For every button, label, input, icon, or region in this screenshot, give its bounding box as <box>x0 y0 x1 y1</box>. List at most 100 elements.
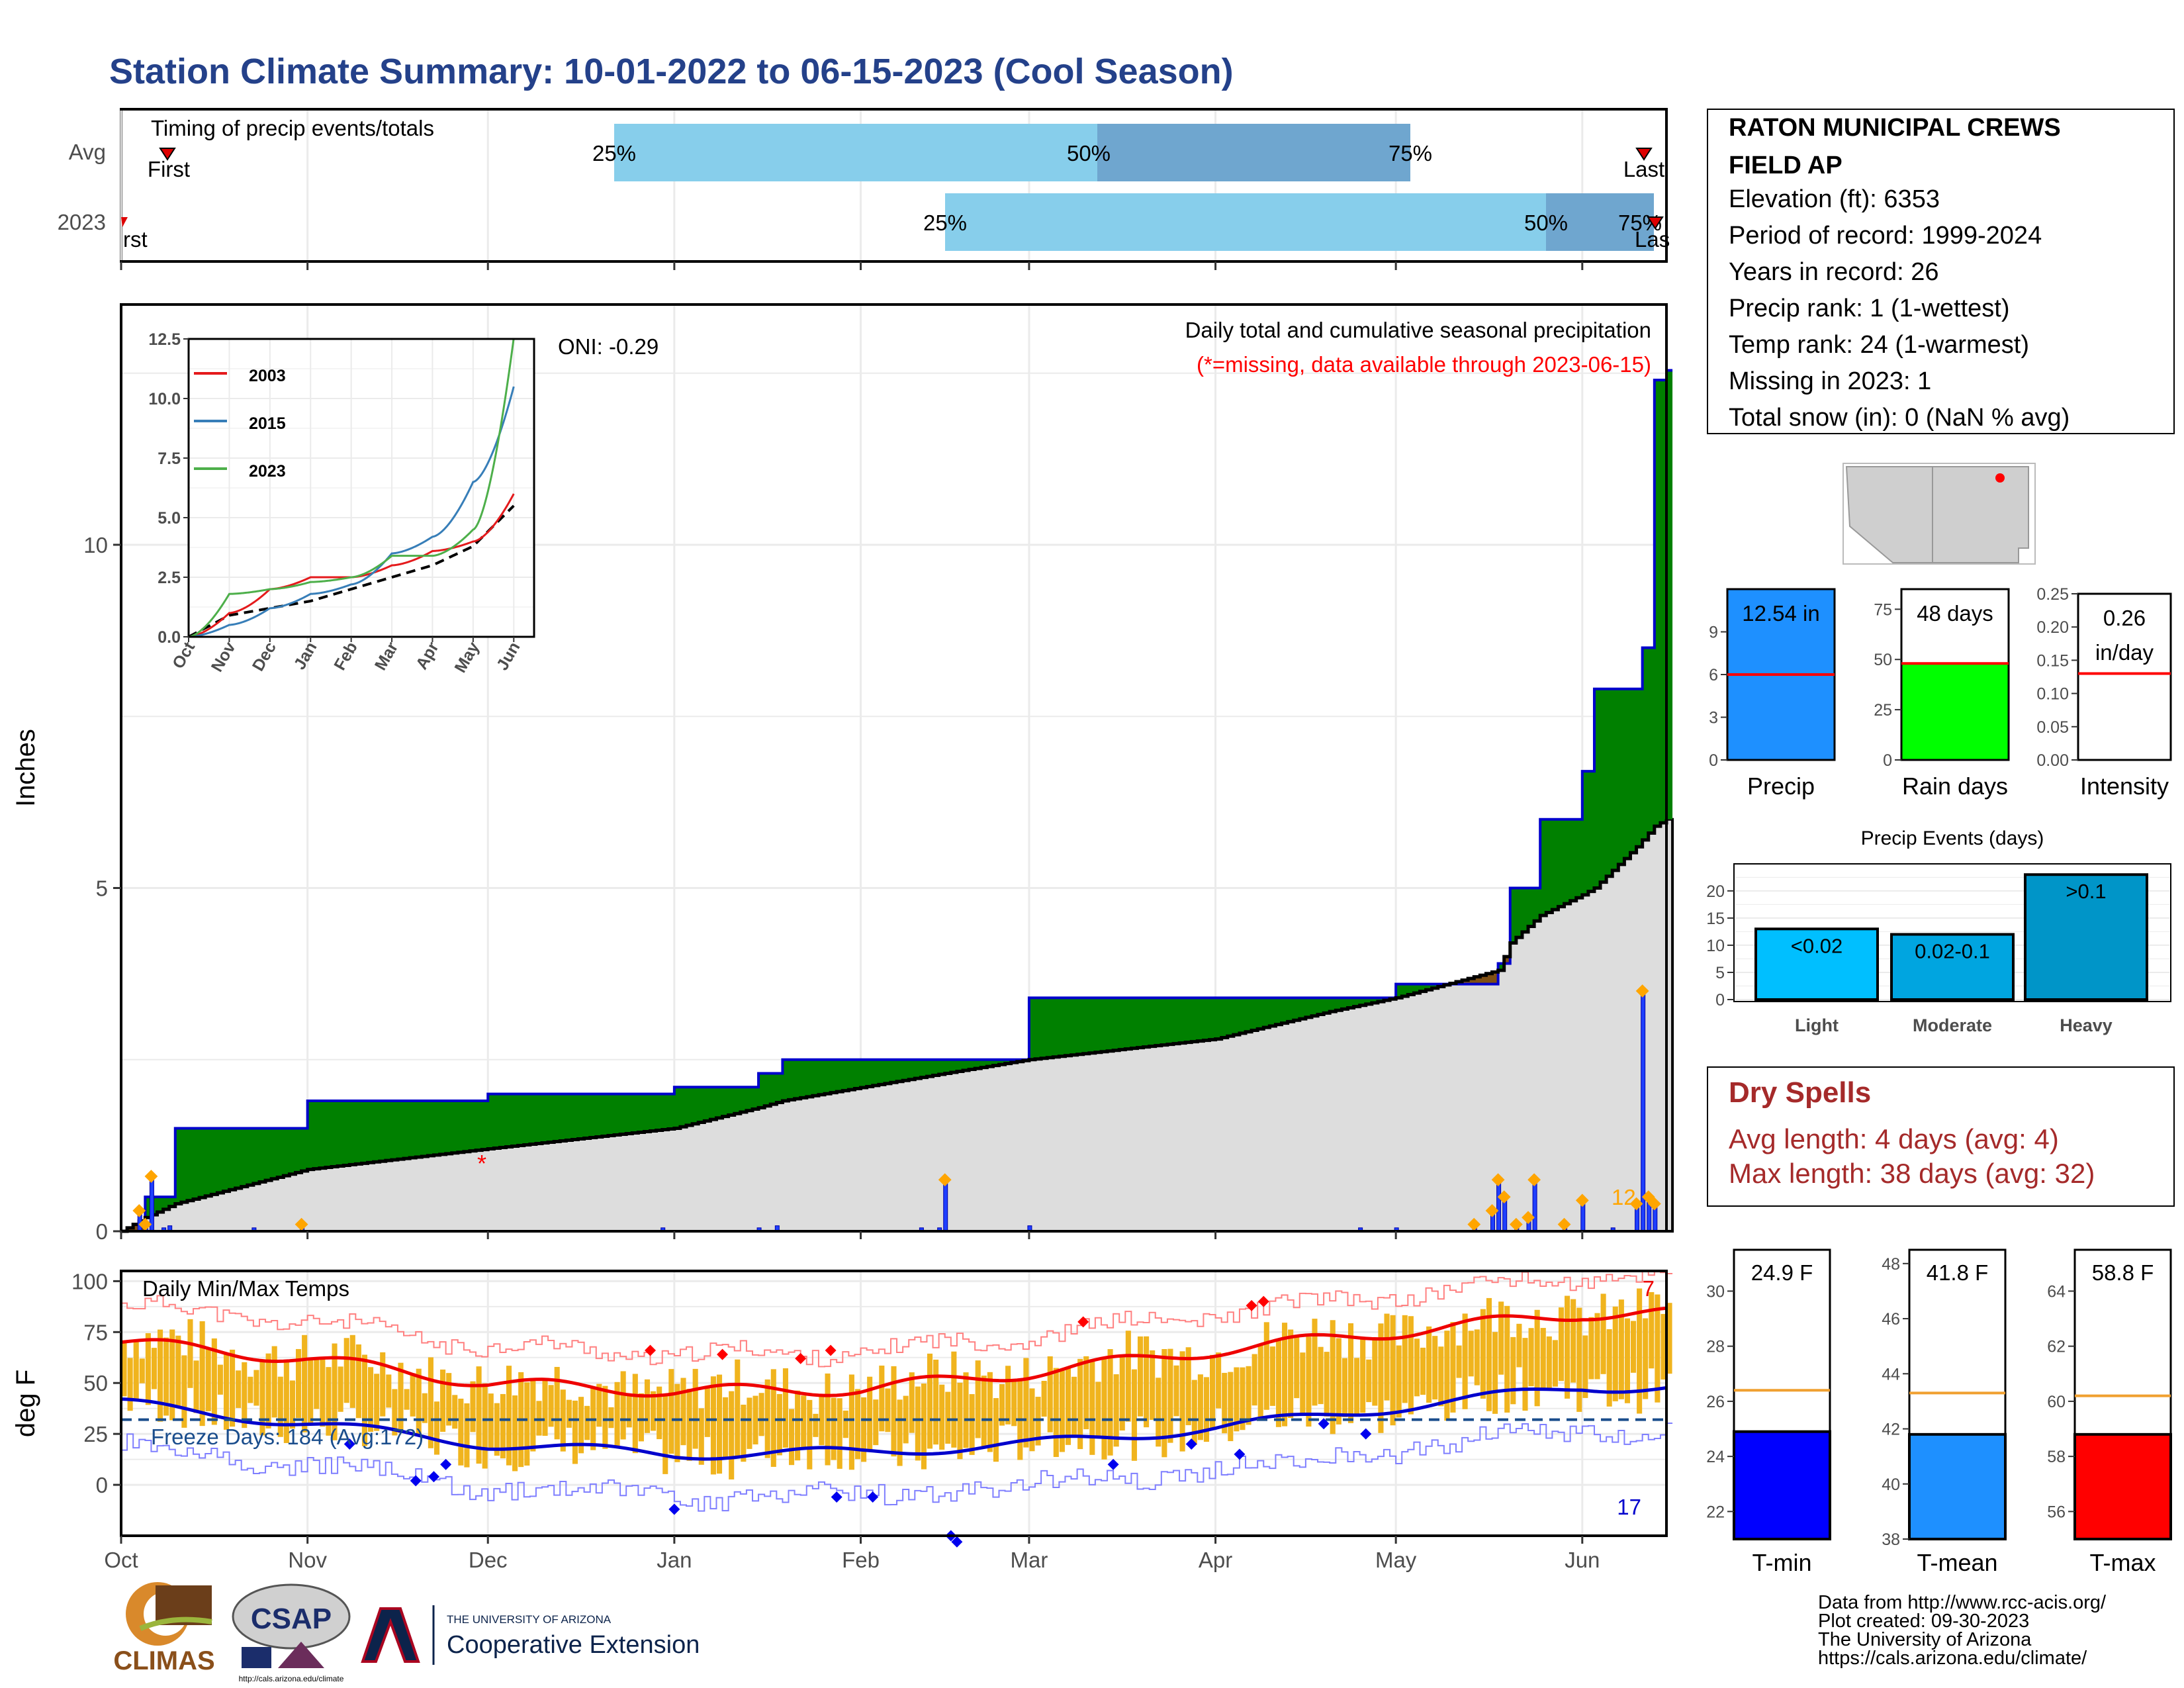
timing-avg-first-marker <box>159 148 176 161</box>
legend-label-2003: 2003 <box>249 367 286 385</box>
temp-range-bar <box>651 1391 657 1431</box>
temp-range-bar <box>1167 1348 1173 1443</box>
temp-range-bar <box>1197 1374 1203 1440</box>
temp-range-bar <box>1618 1299 1624 1399</box>
temp-range-bar <box>626 1393 632 1428</box>
station-name-line2: FIELD AP <box>1729 152 1843 179</box>
temp-range-bar <box>1426 1326 1432 1403</box>
temp-range-bar <box>1354 1358 1360 1415</box>
temp-range-bar <box>1534 1309 1540 1407</box>
temp-summary-t-min: 22 24 26 28 30 24.9 F T-min <box>1706 1248 1831 1576</box>
temp-range-bar <box>1462 1313 1468 1409</box>
temp-range-bar <box>1384 1313 1390 1401</box>
temp-range-bar <box>187 1319 193 1388</box>
inset-y-tick-label: 0.0 <box>158 628 181 647</box>
precip-summary-tick-label: 0 <box>1709 751 1718 770</box>
temp-range-bar <box>1059 1370 1065 1452</box>
temp-range-bar <box>1191 1380 1197 1445</box>
temp-range-bar <box>338 1366 343 1412</box>
temp-range-bar <box>735 1359 741 1457</box>
inset-legend: 2003 2015 2023 <box>194 367 286 481</box>
temp-range-bar <box>1456 1345 1462 1378</box>
temp-range-bar <box>193 1360 199 1413</box>
month-tick-label: Apr <box>1199 1548 1232 1572</box>
temp-range-bar <box>458 1398 464 1466</box>
temp-range-bar <box>1029 1388 1035 1452</box>
temp-range-bar <box>512 1395 518 1472</box>
temp-range-bar <box>770 1369 776 1467</box>
temp-record-markers <box>343 1295 1372 1548</box>
record-high-marker <box>825 1344 837 1356</box>
timing-2023-bar-dark <box>1546 193 1654 251</box>
temp-range-bar <box>1257 1344 1263 1418</box>
events-tick-label: 20 <box>1706 882 1725 901</box>
timing-avg-25: 25% <box>592 141 636 165</box>
temp-range-bar <box>657 1386 662 1440</box>
temp-range-bar <box>1360 1338 1366 1413</box>
temp-range-bar <box>332 1343 338 1440</box>
station-elevation: Elevation (ft): 6353 <box>1729 185 1940 213</box>
temp-range-bar <box>368 1367 374 1432</box>
temp-range-bar <box>1173 1365 1179 1417</box>
temp-summary-value-label: 24.9 F <box>1751 1260 1813 1285</box>
timing-2023-last-label: Las <box>1635 227 1670 252</box>
timing-row-2023: 2023 <box>58 210 106 234</box>
events-bar-label: >0.1 <box>2066 880 2106 903</box>
temp-range-bar <box>1492 1332 1498 1414</box>
inset-line-2015 <box>188 386 515 638</box>
temp-range-bar <box>842 1410 848 1438</box>
station-period: Period of record: 1999-2024 <box>1729 222 2042 250</box>
temp-summary-value-bar <box>2073 1432 2172 1541</box>
temp-range-bar <box>386 1374 392 1408</box>
timing-label: Timing of precip events/totals <box>151 116 434 140</box>
temp-range-bar <box>1041 1381 1047 1417</box>
temp-summary-t-max: 56 58 60 62 64 58.8 F T-max <box>2047 1248 2172 1576</box>
precip-y-label: Inches <box>11 729 40 807</box>
temp-range-bar <box>464 1403 470 1468</box>
temp-range-bar <box>1131 1369 1137 1461</box>
dry-spells-title: Dry Spells <box>1729 1076 1871 1109</box>
temp-range-bar <box>1594 1313 1600 1380</box>
precip-y-tick-label: 10 <box>83 533 108 557</box>
temp-range-bar <box>704 1386 710 1437</box>
temp-range-bar <box>295 1348 302 1419</box>
temp-range-bar <box>1071 1376 1077 1436</box>
temp-range-bar <box>795 1390 801 1461</box>
temp-range-bar <box>446 1373 452 1426</box>
events-category-label: Moderate <box>1913 1015 1992 1035</box>
temp-summary-tick-label: 64 <box>2047 1282 2066 1301</box>
inset-y-tick-label: 2.5 <box>158 569 181 587</box>
temp-summary-tick-label: 48 <box>1882 1255 1900 1274</box>
temp-range-bar <box>1498 1301 1504 1375</box>
raindays-summary-tick-label: 25 <box>1874 701 1892 720</box>
intensity-summary: 0.00 0.05 0.10 0.15 0.20 0.25 0.26 in/day Intens… <box>2036 585 2172 800</box>
temp-range-bar <box>1649 1291 1655 1369</box>
temp-range-bar <box>921 1383 927 1470</box>
record-low-marker <box>1185 1438 1197 1450</box>
temp-range-bar <box>801 1395 807 1448</box>
temp-range-bar <box>1312 1319 1318 1406</box>
precip-events-chart: Precip Events (days) 05101520<0.02Light0… <box>1706 827 2171 1035</box>
intensity-summary-tick-label: 0.15 <box>2036 651 2069 670</box>
precip-y-axis: 0 5 10 <box>83 533 1584 1244</box>
timing-avg-last-marker <box>1635 148 1653 161</box>
temp-range-bar <box>205 1348 211 1411</box>
temp-range-bar <box>951 1351 957 1448</box>
temp-range-bar <box>1486 1297 1492 1411</box>
temp-range-bar <box>259 1359 265 1436</box>
temp-range-bar <box>752 1395 758 1445</box>
temp-range-bar <box>1179 1351 1185 1452</box>
precip-description: Daily total and cumulative seasonal prec… <box>1185 318 1651 342</box>
precip-event-marker <box>1491 1173 1505 1187</box>
temp-range-bar <box>620 1371 626 1440</box>
precip-summary-value-label: 12.54 in <box>1742 601 1819 626</box>
temp-summary-tick-label: 38 <box>1882 1530 1900 1549</box>
intensity-summary-value-label-2: in/day <box>2095 640 2154 665</box>
timing-panel: Timing of precip events/totals Avg 2023 … <box>58 108 1670 270</box>
temp-range-bar <box>1643 1318 1649 1399</box>
station-years: Years in record: 26 <box>1729 258 1939 286</box>
temp-range-bar <box>879 1365 885 1432</box>
temp-range-bar <box>1095 1382 1101 1438</box>
